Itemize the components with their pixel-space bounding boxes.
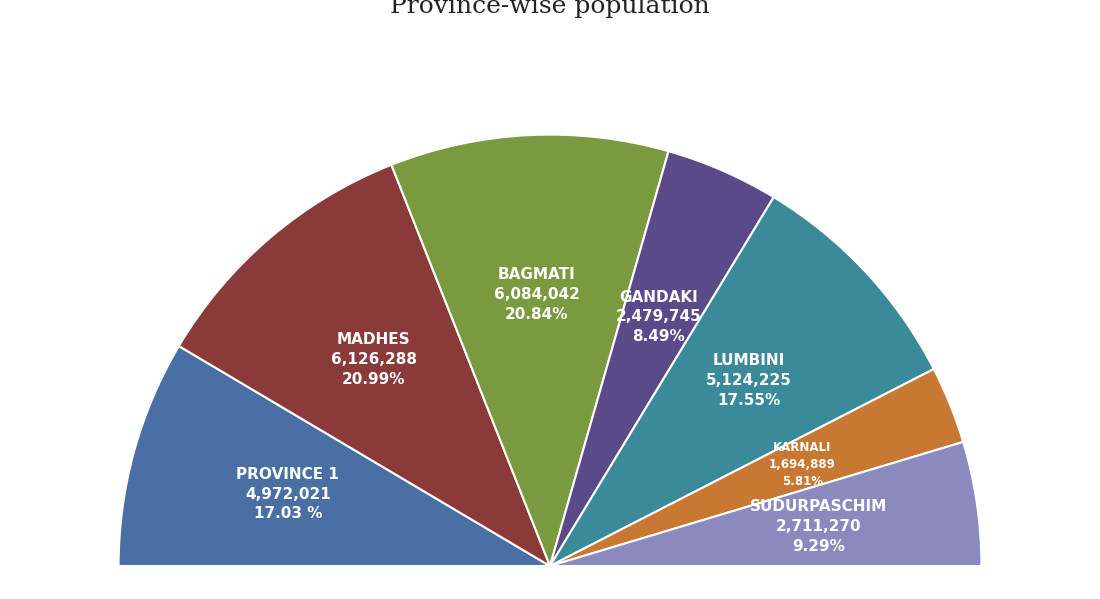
Text: KARNALI
1,694,889
5.81%: KARNALI 1,694,889 5.81% [769,441,836,488]
Text: GANDAKI
2,479,745
8.49%: GANDAKI 2,479,745 8.49% [616,290,702,344]
Wedge shape [119,346,550,566]
Wedge shape [392,135,669,566]
Text: SUDURPASCHIM
2,711,270
9.29%: SUDURPASCHIM 2,711,270 9.29% [750,499,888,554]
Wedge shape [550,197,934,566]
Text: PROVINCE 1
4,972,021
17.03 %: PROVINCE 1 4,972,021 17.03 % [236,467,339,522]
Text: MADHES
6,126,288
20.99%: MADHES 6,126,288 20.99% [331,332,417,386]
Text: LUMBINI
5,124,225
17.55%: LUMBINI 5,124,225 17.55% [706,353,792,408]
Wedge shape [179,165,550,566]
Wedge shape [550,442,981,566]
Wedge shape [550,151,773,566]
Wedge shape [550,369,964,566]
Text: Province-wise population: Province-wise population [390,0,710,18]
Text: BAGMATI
6,084,042
20.84%: BAGMATI 6,084,042 20.84% [494,267,580,322]
